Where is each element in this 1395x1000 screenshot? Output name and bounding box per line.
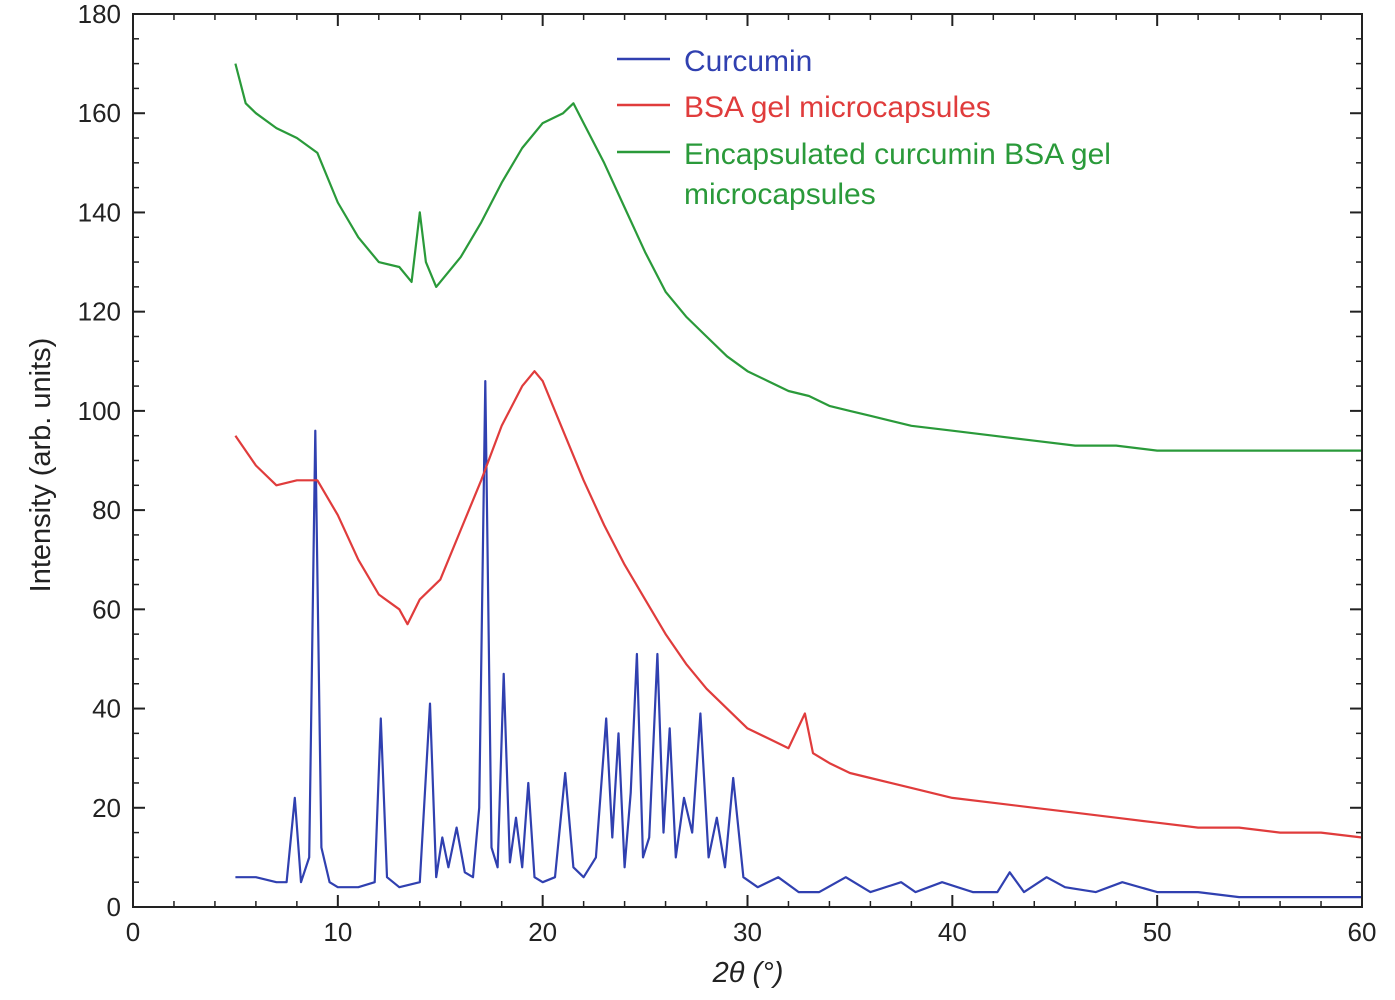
y-tick-label: 40 bbox=[92, 694, 121, 724]
legend-label-2: Encapsulated curcumin BSA gel microcapsul… bbox=[684, 138, 1111, 211]
y-tick-label: 100 bbox=[78, 396, 121, 426]
y-tick-label: 120 bbox=[78, 297, 121, 327]
x-axis-title: 2θ (°) bbox=[712, 957, 784, 989]
legend-label-0: Curcumin bbox=[684, 45, 812, 78]
series-line-1 bbox=[234, 370, 1363, 839]
series-line-0 bbox=[235, 380, 1362, 899]
y-tick-label: 180 bbox=[78, 0, 121, 29]
series-line-2 bbox=[234, 63, 1362, 452]
x-tick-label: 60 bbox=[1348, 917, 1377, 947]
legend-label-1: BSA gel microcapsules bbox=[684, 91, 991, 124]
y-tick-label: 0 bbox=[107, 892, 121, 922]
x-tick-label: 20 bbox=[528, 917, 557, 947]
x-tick-label: 30 bbox=[733, 917, 762, 947]
x-tick-label: 10 bbox=[323, 917, 352, 947]
y-axis-title: Intensity (arb. units) bbox=[25, 338, 57, 593]
y-tick-label: 160 bbox=[78, 98, 121, 128]
y-tick-label: 20 bbox=[92, 793, 121, 823]
x-tick-label: 0 bbox=[126, 917, 140, 947]
y-tick-label: 60 bbox=[92, 594, 121, 624]
y-tick-label: 80 bbox=[92, 495, 121, 525]
x-tick-label: 50 bbox=[1143, 917, 1172, 947]
y-tick-label: 140 bbox=[78, 197, 121, 227]
x-tick-label: 40 bbox=[938, 917, 967, 947]
